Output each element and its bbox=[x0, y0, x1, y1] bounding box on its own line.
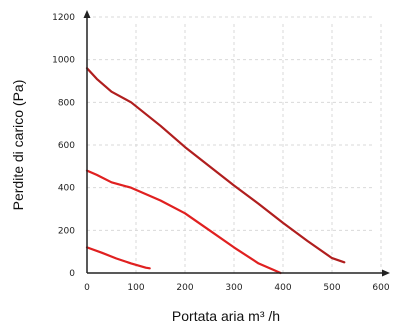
x-axis-arrow bbox=[382, 269, 390, 277]
y-axis-label: Perdite di carico (Pa) bbox=[10, 80, 26, 211]
y-tick-label: 0 bbox=[69, 269, 75, 279]
x-tick-label: 300 bbox=[225, 283, 242, 293]
y-tick-label: 200 bbox=[58, 226, 75, 236]
tick-labels: 0 100 200 300 400 500 600 0 200 400 600 800 1000 1200 bbox=[52, 13, 390, 293]
x-tick-label: 200 bbox=[176, 283, 193, 293]
series-line-1 bbox=[85, 67, 346, 264]
y-tick-label: 800 bbox=[58, 98, 75, 108]
series-layer bbox=[85, 67, 346, 275]
y-tick-label: 1200 bbox=[52, 13, 75, 23]
series-line-2 bbox=[85, 169, 282, 275]
x-tick-label: 400 bbox=[274, 283, 291, 293]
y-tick-label: 600 bbox=[58, 141, 75, 151]
y-axis-arrow bbox=[83, 10, 91, 18]
y-tick-label: 400 bbox=[58, 184, 75, 194]
x-axis-label: Portata aria m³ /h bbox=[172, 308, 280, 324]
x-tick-label: 500 bbox=[323, 283, 340, 293]
x-tick-label: 600 bbox=[372, 283, 389, 293]
x-tick-label: 100 bbox=[127, 283, 144, 293]
y-tick-label: 1000 bbox=[52, 56, 75, 66]
axes bbox=[83, 10, 390, 277]
series-line-3 bbox=[85, 246, 151, 270]
x-tick-label: 0 bbox=[84, 283, 90, 293]
gridlines bbox=[87, 16, 382, 273]
